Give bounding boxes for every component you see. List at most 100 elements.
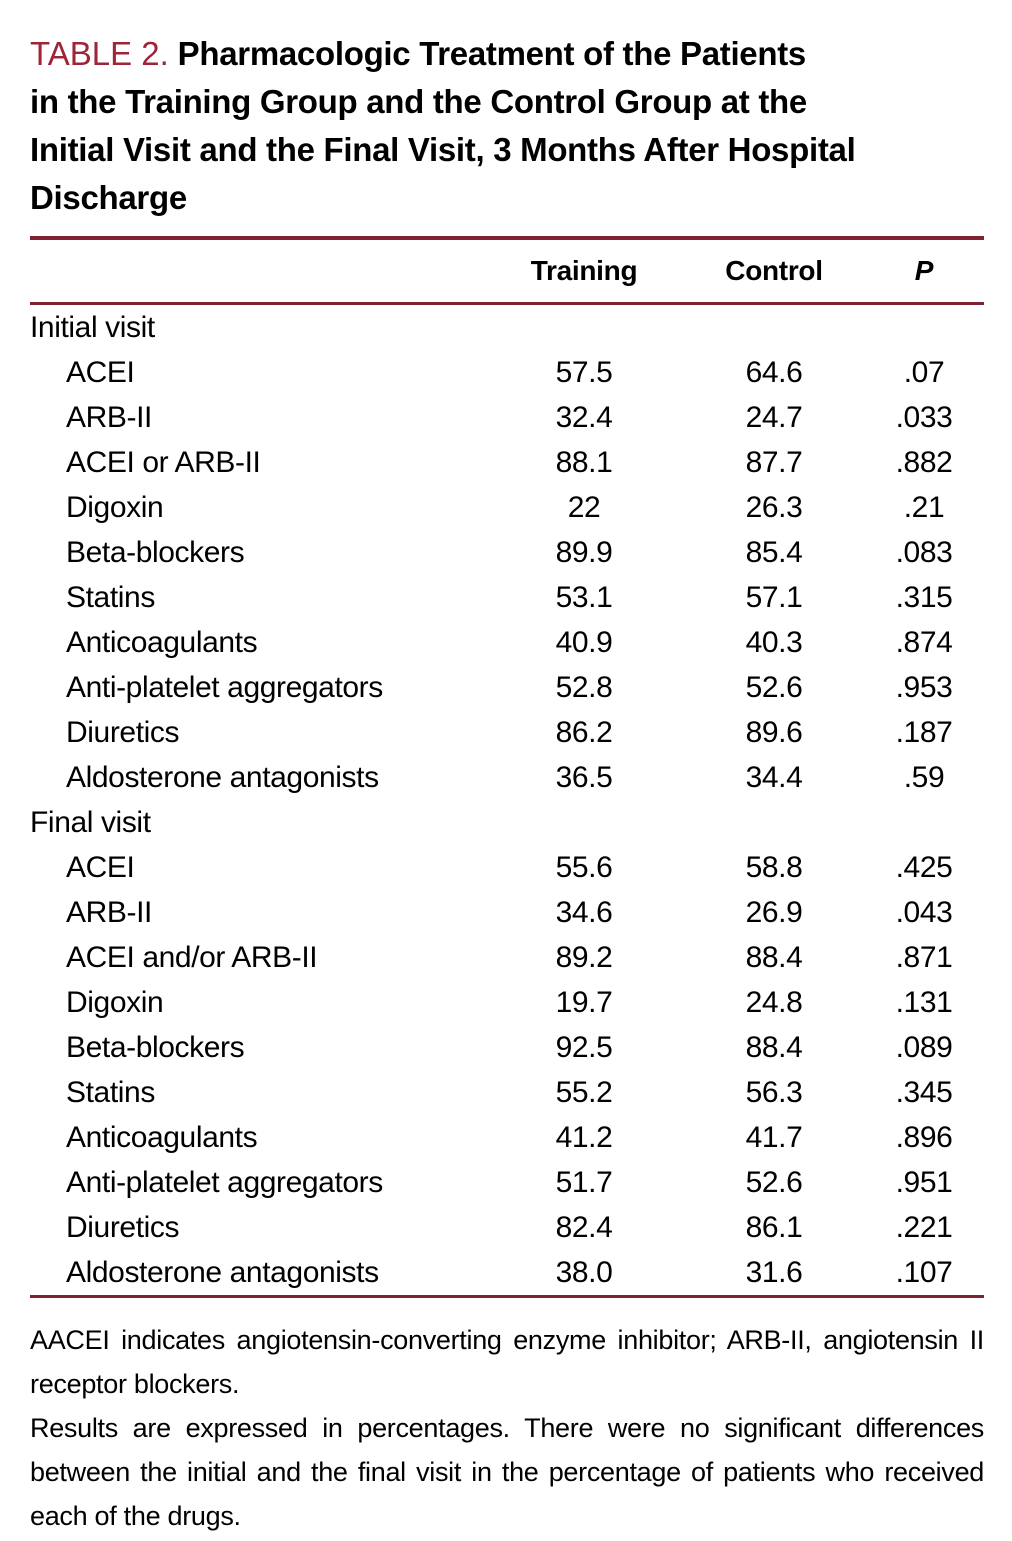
cell-value: .221 xyxy=(895,1210,953,1244)
table-row: Aldosterone antagonists 36.5 34.4 .59 xyxy=(30,755,984,800)
cell-value: .951 xyxy=(895,1165,953,1199)
cell-value: 24.7 xyxy=(745,400,803,434)
table-caption-line4: Discharge xyxy=(30,179,187,216)
row-label: ARB-II xyxy=(66,895,152,929)
cell-value: 85.4 xyxy=(745,535,803,569)
cell-value: 51.7 xyxy=(555,1165,613,1199)
cell-value: 32.4 xyxy=(555,400,613,434)
table-row: ACEI 55.6 58.8 .425 xyxy=(30,845,984,890)
cell-value: 52.8 xyxy=(555,670,613,704)
cell-value: .07 xyxy=(903,355,945,389)
cell-value: 57.1 xyxy=(745,580,803,614)
row-label: Beta-blockers xyxy=(66,535,245,569)
cell-value: 34.6 xyxy=(555,895,613,929)
table-row: Aldosterone antagonists 38.0 31.6 .107 xyxy=(30,1250,984,1295)
row-label: Aldosterone antagonists xyxy=(66,760,379,794)
table-row: ACEI or ARB-II 88.1 87.7 .882 xyxy=(30,440,984,485)
table-row: Beta-blockers 92.5 88.4 .089 xyxy=(30,1025,984,1070)
cell-value: .083 xyxy=(895,535,953,569)
row-label: Statins xyxy=(66,1075,155,1109)
table-header-row: Training Control P xyxy=(30,240,984,302)
table-section-row: Initial visit xyxy=(30,305,984,350)
row-label: Digoxin xyxy=(66,490,164,524)
cell-value: 19.7 xyxy=(555,985,613,1019)
cell-value: 40.3 xyxy=(745,625,803,659)
cell-value: 55.2 xyxy=(555,1075,613,1109)
row-label: Beta-blockers xyxy=(66,1030,245,1064)
row-label: Anticoagulants xyxy=(66,1120,258,1154)
row-label: Statins xyxy=(66,580,155,614)
table-row: Statins 55.2 56.3 .345 xyxy=(30,1070,984,1115)
table-row: Anti-platelet aggregators 51.7 52.6 .951 xyxy=(30,1160,984,1205)
row-label: Diuretics xyxy=(66,1210,180,1244)
table-row: Anti-platelet aggregators 52.8 52.6 .953 xyxy=(30,665,984,710)
cell-value: 38.0 xyxy=(555,1255,613,1289)
cell-value: 56.3 xyxy=(745,1075,803,1109)
table-row: Diuretics 86.2 89.6 .187 xyxy=(30,710,984,755)
cell-value: 55.6 xyxy=(555,850,613,884)
cell-value: .871 xyxy=(895,940,953,974)
cell-value: 26.9 xyxy=(745,895,803,929)
cell-value: 34.4 xyxy=(745,760,803,794)
cell-value: 22 xyxy=(567,490,601,524)
table-number-label: TABLE 2. xyxy=(30,35,169,72)
row-label: Aldosterone antagonists xyxy=(66,1255,379,1289)
cell-value: 88.1 xyxy=(555,445,613,479)
cell-value: 89.2 xyxy=(555,940,613,974)
table-title-line1: TABLE 2. Pharmacologic Treatment of the … xyxy=(30,35,806,72)
cell-value: 82.4 xyxy=(555,1210,613,1244)
table-row: ARB-II 34.6 26.9 .043 xyxy=(30,890,984,935)
cell-value: .874 xyxy=(895,625,953,659)
table-row: Anticoagulants 41.2 41.7 .896 xyxy=(30,1115,984,1160)
column-header-control: Control xyxy=(725,255,823,286)
table-row: ARB-II 32.4 24.7 .033 xyxy=(30,395,984,440)
table-caption-line1: Pharmacologic Treatment of the Patients xyxy=(177,35,807,72)
table-row: Digoxin 22 26.3 .21 xyxy=(30,485,984,530)
cell-value: 89.9 xyxy=(555,535,613,569)
cell-value: 52.6 xyxy=(745,670,803,704)
cell-value: .953 xyxy=(895,670,953,704)
cell-value: .033 xyxy=(895,400,953,434)
cell-value: .425 xyxy=(895,850,953,884)
cell-value: 86.2 xyxy=(555,715,613,749)
cell-value: 89.6 xyxy=(745,715,803,749)
cell-value: .107 xyxy=(895,1255,953,1289)
cell-value: .59 xyxy=(903,760,945,794)
cell-value: 36.5 xyxy=(555,760,613,794)
row-label: Anti-platelet aggregators xyxy=(66,670,383,704)
row-label: Anti-platelet aggregators xyxy=(66,1165,383,1199)
cell-value: 64.6 xyxy=(745,355,803,389)
footnote-abbreviations: AACEI indicates angiotensin-converting e… xyxy=(30,1325,984,1399)
row-label: ACEI and/or ARB-II xyxy=(66,940,318,974)
table-section-row: Final visit xyxy=(30,800,984,845)
section-header: Final visit xyxy=(30,805,151,839)
footnotes: AACEI indicates angiotensin-converting e… xyxy=(30,1318,984,1538)
cell-value: 41.2 xyxy=(555,1120,613,1154)
row-label: Diuretics xyxy=(66,715,180,749)
cell-value: 41.7 xyxy=(745,1120,803,1154)
cell-value: 26.3 xyxy=(745,490,803,524)
table-row: Digoxin 19.7 24.8 .131 xyxy=(30,980,984,1025)
cell-value: .21 xyxy=(903,490,945,524)
cell-value: 40.9 xyxy=(555,625,613,659)
row-label: ARB-II xyxy=(66,400,152,434)
table-row: ACEI and/or ARB-II 89.2 88.4 .871 xyxy=(30,935,984,980)
table-row: Anticoagulants 40.9 40.3 .874 xyxy=(30,620,984,665)
table-title: TABLE 2. Pharmacologic Treatment of the … xyxy=(30,30,984,222)
table-row: ACEI 57.5 64.6 .07 xyxy=(30,350,984,395)
cell-value: 86.1 xyxy=(745,1210,803,1244)
footnote-results: Results are expressed in percentages. Th… xyxy=(30,1413,984,1531)
column-header-training: Training xyxy=(530,255,638,286)
cell-value: .896 xyxy=(895,1120,953,1154)
cell-value: .345 xyxy=(895,1075,953,1109)
cell-value: 58.8 xyxy=(745,850,803,884)
cell-value: .089 xyxy=(895,1030,953,1064)
cell-value: 88.4 xyxy=(745,940,803,974)
cell-value: 52.6 xyxy=(745,1165,803,1199)
cell-value: 88.4 xyxy=(745,1030,803,1064)
row-label: ACEI or ARB-II xyxy=(66,445,261,479)
row-label: Digoxin xyxy=(66,985,164,1019)
table-caption-line3: Initial Visit and the Final Visit, 3 Mon… xyxy=(30,131,856,168)
table-row: Beta-blockers 89.9 85.4 .083 xyxy=(30,530,984,575)
cell-value: 53.1 xyxy=(555,580,613,614)
